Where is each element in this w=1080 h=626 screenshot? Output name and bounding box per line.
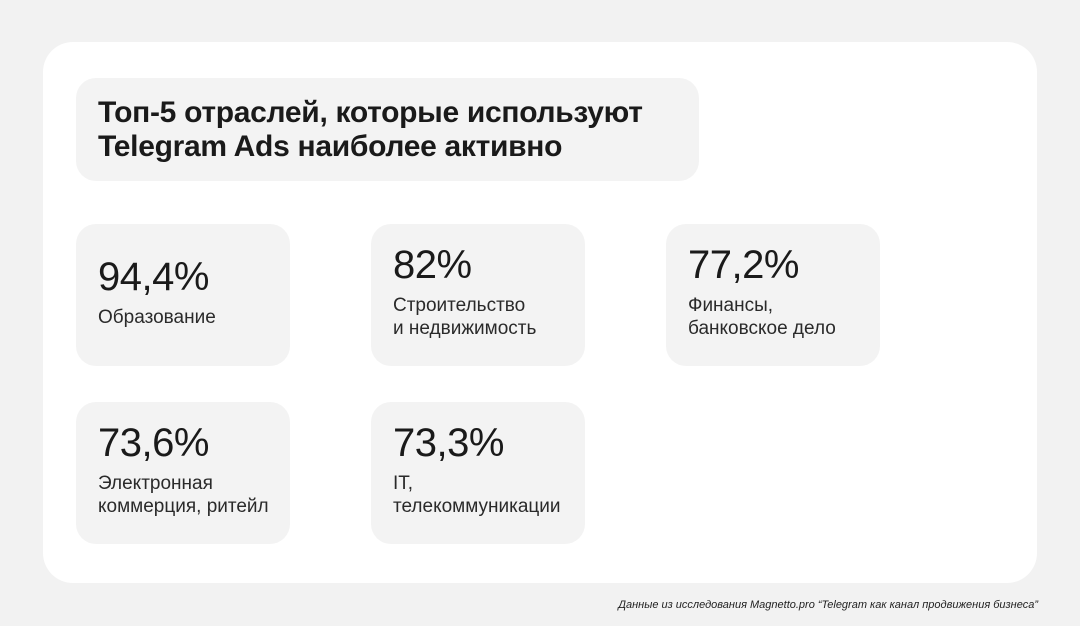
stat-value: 73,6%	[98, 421, 209, 465]
stat-label-line-2: банковское дело	[688, 318, 836, 339]
infographic-card: Топ-5 отраслей, которые используют Teleg…	[43, 42, 1037, 583]
source-footnote: Данные из исследования Magnetto.pro “Tel…	[618, 599, 1038, 611]
title-line-2: Telegram Ads наиболее активно	[98, 130, 563, 163]
stat-card-it: 73,3% IT, телекоммуникации	[371, 402, 585, 544]
stat-value: 77,2%	[688, 243, 799, 287]
stat-value: 82%	[393, 243, 472, 287]
stat-card-finance: 77,2% Финансы, банковское дело	[666, 224, 880, 366]
stat-value: 94,4%	[98, 255, 209, 299]
stat-label-line-1: Электронная	[98, 473, 213, 494]
stat-label-line-2: телекоммуникации	[393, 496, 561, 517]
stat-label-line-1: Строительство	[393, 295, 526, 316]
stat-card-construction: 82% Строительство и недвижимость	[371, 224, 585, 366]
stat-card-education: 94,4% Образование	[76, 224, 290, 366]
stat-label-line-2: коммерция, ритейл	[98, 496, 269, 517]
stat-label-line-2: и недвижимость	[393, 318, 537, 339]
stat-label: Образование	[98, 307, 216, 328]
stat-value: 73,3%	[393, 421, 504, 465]
stat-label-line-1: Финансы,	[688, 295, 774, 316]
title-box: Топ-5 отраслей, которые используют Teleg…	[76, 78, 699, 181]
stat-card-ecommerce: 73,6% Электронная коммерция, ритейл	[76, 402, 290, 544]
stat-label-line-1: IT,	[393, 473, 414, 494]
title-line-1: Топ-5 отраслей, которые используют	[98, 96, 643, 129]
